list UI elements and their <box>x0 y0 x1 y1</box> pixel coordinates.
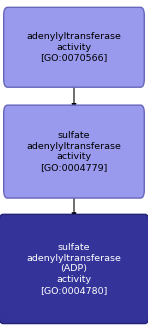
Text: sulfate
adenylyltransferase
activity
[GO:0004779]: sulfate adenylyltransferase activity [GO… <box>26 131 122 172</box>
FancyBboxPatch shape <box>0 215 148 323</box>
FancyBboxPatch shape <box>4 105 144 198</box>
FancyBboxPatch shape <box>4 7 144 87</box>
Text: adenylyltransferase
activity
[GO:0070566]: adenylyltransferase activity [GO:0070566… <box>26 32 122 63</box>
Text: sulfate
adenylyltransferase
(ADP)
activity
[GO:0004780]: sulfate adenylyltransferase (ADP) activi… <box>26 243 122 295</box>
